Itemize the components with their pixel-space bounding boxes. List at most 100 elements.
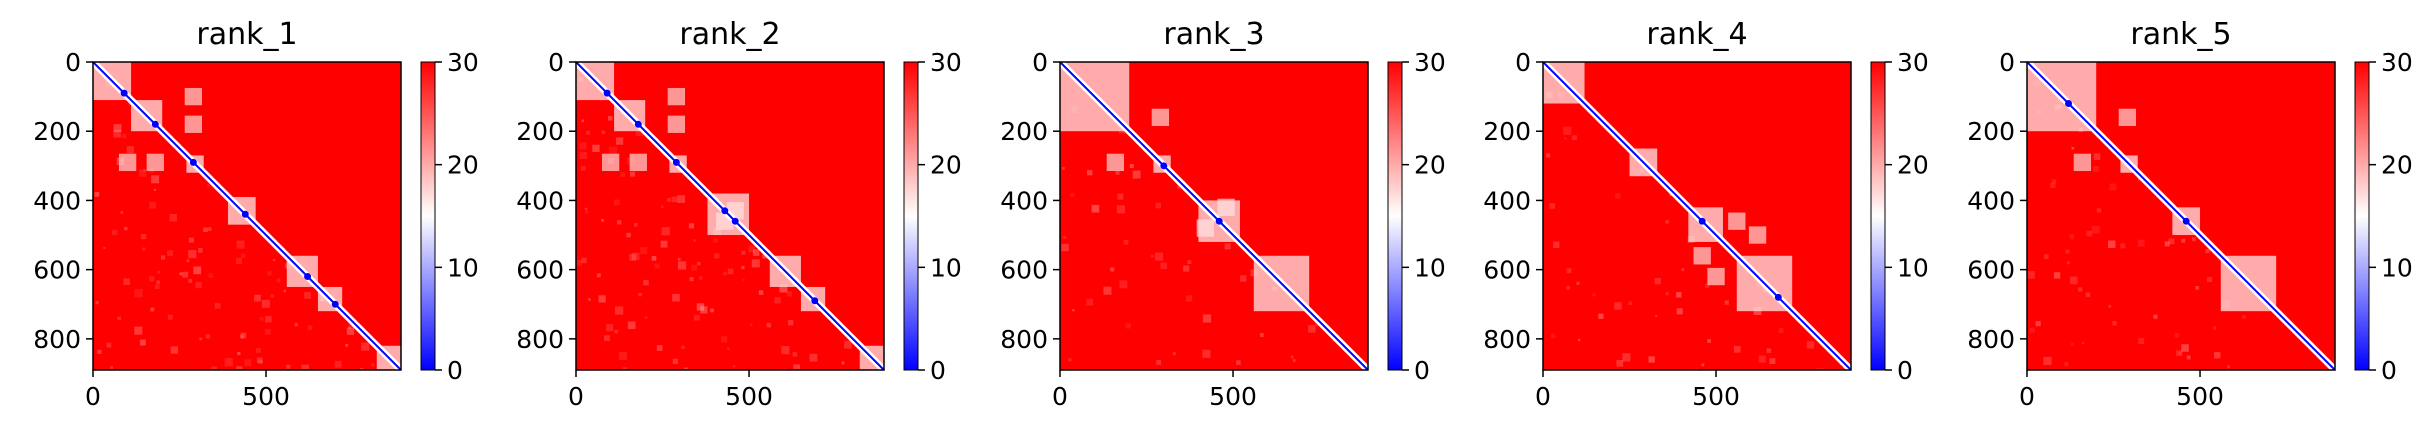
texture-cell (751, 259, 760, 268)
y-tick-label: 200 (1000, 117, 1048, 146)
texture-cell (608, 146, 617, 155)
plot-frame (2026, 61, 2336, 371)
x-tick-label: 500 (725, 382, 773, 411)
texture-cell (620, 172, 626, 177)
colorbar-tick-label: 20 (2381, 151, 2413, 180)
texture-cell (752, 249, 760, 256)
texture-cell (113, 124, 122, 133)
texture-cell (304, 292, 311, 299)
texture-cell (661, 205, 664, 208)
contact-block (184, 115, 203, 133)
texture-cell (713, 238, 718, 243)
texture-cell (224, 358, 233, 367)
texture-cell (683, 367, 688, 370)
texture-cell (2093, 166, 2099, 172)
texture-cell (2070, 342, 2074, 346)
colorbar-tick-label: 20 (1414, 151, 1446, 180)
texture-cell (149, 202, 157, 209)
contact-block (118, 153, 137, 172)
colorbar-tick-label: 0 (1414, 356, 1430, 385)
texture-cell (576, 259, 582, 266)
contact-block (2118, 108, 2137, 127)
texture-cell (126, 146, 134, 154)
hotspot (811, 297, 819, 305)
texture-cell (809, 353, 818, 362)
texture-cell (1240, 275, 1247, 282)
texture-cell (1578, 338, 1581, 342)
texture-cell (606, 324, 614, 332)
texture-cell (103, 246, 106, 250)
texture-cell (1292, 359, 1296, 362)
texture-cell (691, 264, 698, 271)
texture-cell (1150, 254, 1154, 258)
texture-cell (787, 320, 794, 326)
panel-title: rank_4 (1646, 17, 1747, 52)
texture-cell (793, 364, 801, 370)
texture-cell (188, 279, 193, 283)
texture-cell (258, 359, 263, 365)
x-tick-label: 0 (568, 382, 584, 411)
plot-frame (1542, 61, 1852, 371)
y-tick-label: 600 (1967, 256, 2015, 285)
texture-cell (2093, 153, 2101, 161)
diagonal-line (576, 62, 884, 370)
texture-cell (1566, 285, 1570, 290)
texture-cell (169, 214, 177, 222)
texture-cell (585, 210, 589, 214)
heatmap-area (93, 62, 401, 370)
hotspot (1774, 293, 1782, 301)
x-tick-label: 0 (1535, 382, 1551, 411)
hotspot (2182, 217, 2190, 225)
texture-cell (167, 314, 173, 320)
diagonal-line (1543, 62, 1851, 370)
texture-cell (188, 250, 197, 259)
texture-cell (179, 272, 183, 276)
texture-cell (581, 119, 585, 123)
texture-cell (208, 273, 214, 278)
texture-cell (284, 264, 288, 268)
hotspot (672, 158, 680, 166)
colorbar-tick-label: 30 (2381, 48, 2413, 77)
texture-cell (359, 367, 364, 370)
texture-cell (106, 342, 112, 348)
y-tick-label: 400 (1967, 186, 2015, 215)
texture-cell (1654, 278, 1661, 285)
colorbar-tick-label: 20 (1897, 151, 1929, 180)
contact-block (629, 153, 647, 172)
texture-cell (1724, 300, 1729, 305)
texture-cell (1572, 135, 1577, 141)
texture-cell (193, 266, 202, 275)
x-tick-label: 0 (2019, 382, 2035, 411)
texture-cell (696, 303, 705, 311)
texture-cell (2043, 356, 2052, 366)
texture-cell (348, 326, 351, 330)
hotspot (304, 273, 312, 281)
texture-cell (2081, 341, 2085, 345)
texture-cell (244, 359, 252, 367)
texture-cell (2091, 225, 2100, 234)
y-tick-label: 0 (548, 48, 564, 77)
diagonal-line (2027, 62, 2335, 370)
texture-cell (2043, 254, 2049, 259)
texture-cell (113, 129, 121, 138)
contact-block (146, 153, 164, 172)
y-tick-label: 800 (1967, 325, 2015, 354)
texture-cell (592, 144, 600, 153)
texture-cell (1061, 243, 1069, 252)
texture-cell (276, 278, 281, 283)
texture-cell (629, 253, 637, 261)
texture-cell (138, 169, 147, 177)
hotspot (189, 158, 197, 166)
texture-cell (766, 322, 772, 328)
texture-cell (666, 197, 671, 202)
texture-cell (156, 280, 161, 285)
texture-cell (2069, 276, 2078, 285)
texture-cell (1308, 325, 1316, 333)
texture-cell (2035, 321, 2041, 327)
texture-cell (272, 259, 276, 262)
y-tick-label: 200 (33, 117, 81, 146)
texture-cell (255, 348, 261, 353)
texture-cell (150, 307, 155, 312)
